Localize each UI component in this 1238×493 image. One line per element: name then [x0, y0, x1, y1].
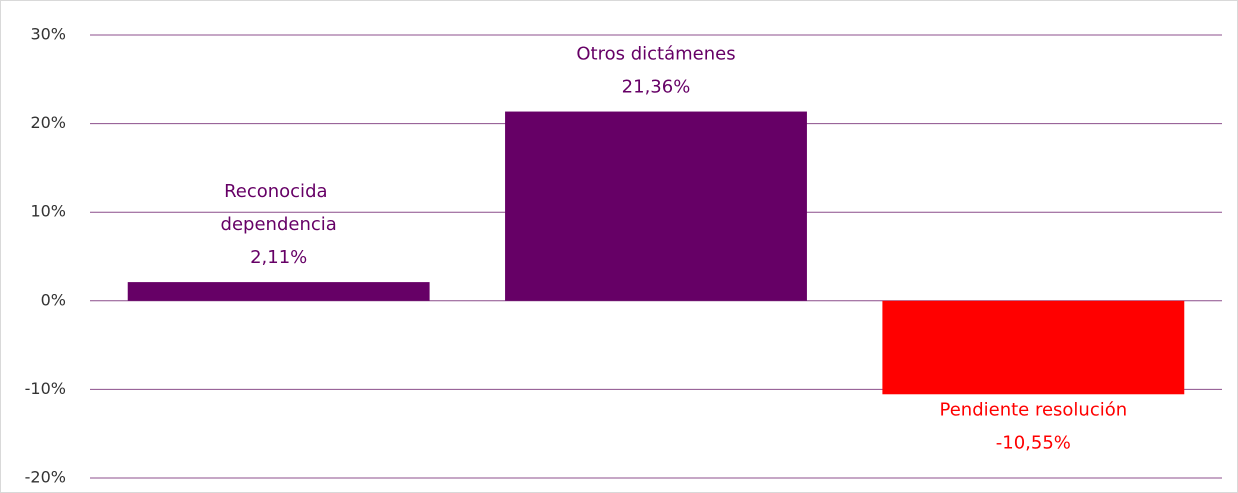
category-label: Reconocida dependencia [221, 181, 337, 235]
category-label: Otros dictámenes [576, 44, 735, 65]
data-label: 2,11% [250, 247, 307, 268]
y-tick-label: 20% [30, 113, 66, 132]
y-tick-label: 0% [41, 290, 66, 309]
data-label: 21,36% [622, 77, 691, 98]
y-tick-label: 10% [30, 202, 66, 221]
bar [882, 300, 1185, 395]
bar [505, 111, 807, 301]
y-tick-label: -10% [25, 379, 66, 398]
y-tick-label: 30% [30, 25, 66, 44]
data-label: -10,55% [996, 432, 1071, 453]
category-label: Pendiente resolución [940, 399, 1128, 420]
y-tick-label: -20% [25, 468, 66, 487]
bar [127, 282, 430, 301]
